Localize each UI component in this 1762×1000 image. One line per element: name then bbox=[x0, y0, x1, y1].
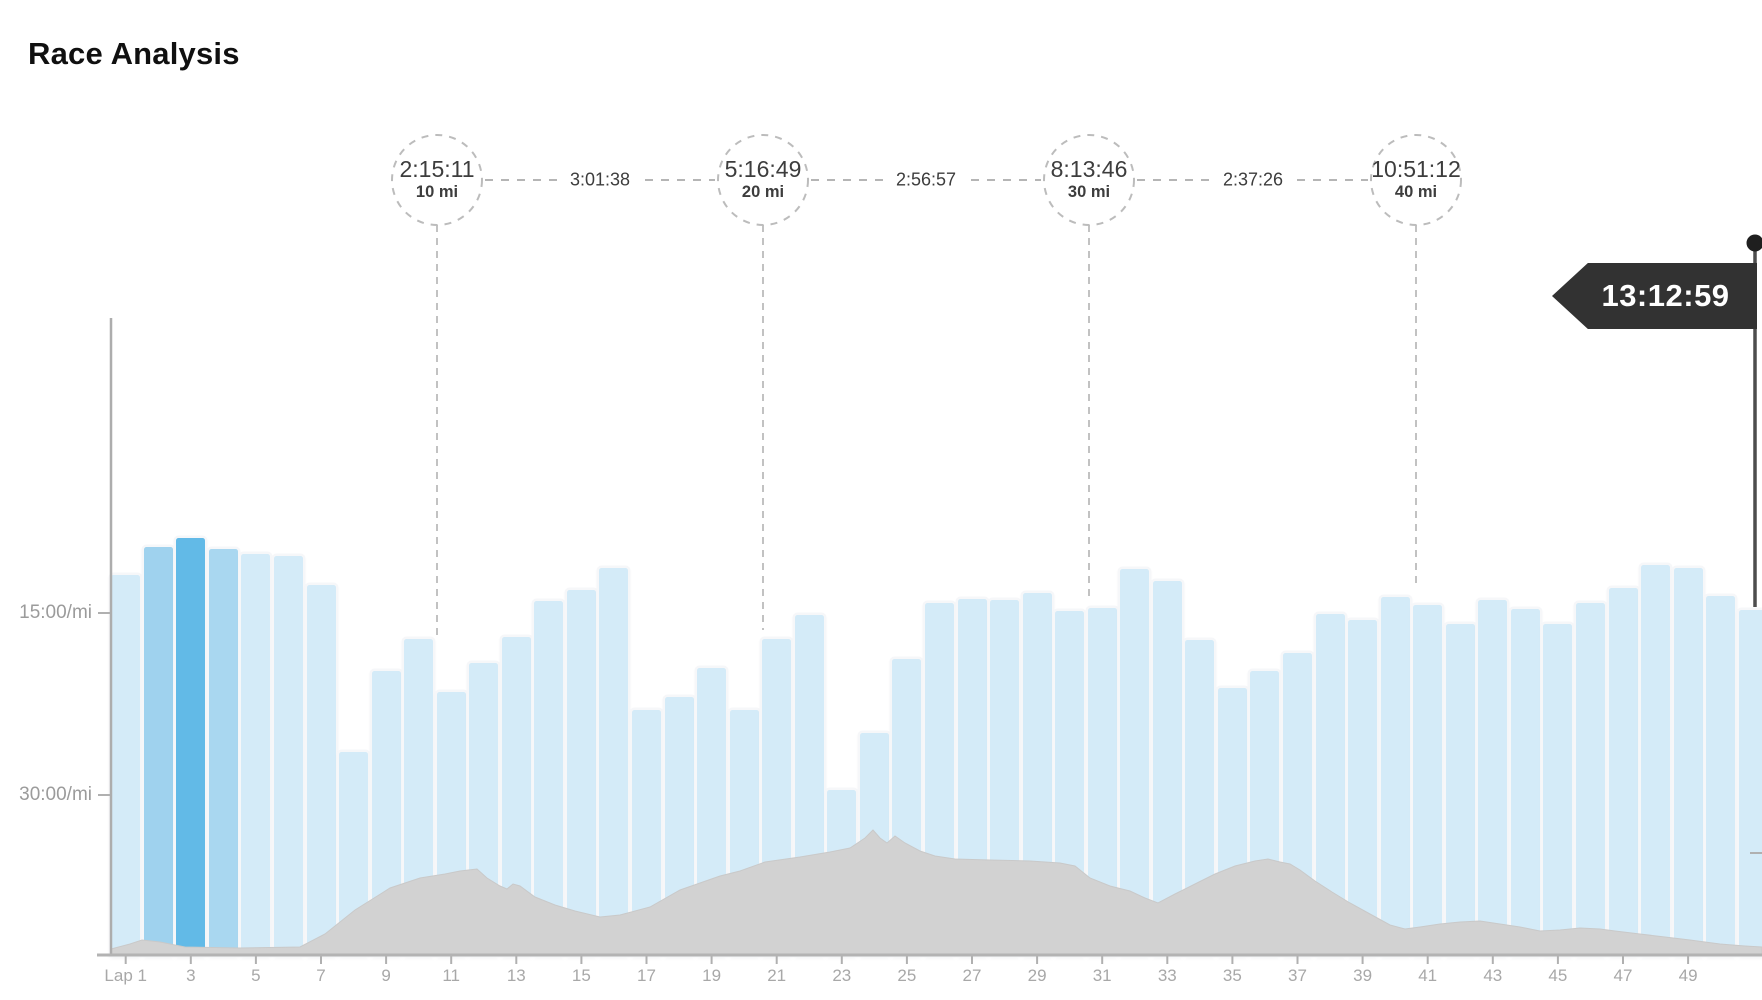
lap-bar[interactable] bbox=[339, 752, 369, 955]
lap-bar[interactable] bbox=[1022, 593, 1052, 955]
lap-bar[interactable] bbox=[664, 697, 694, 955]
finish-time: 13:12:59 bbox=[1601, 278, 1730, 313]
lap-bar[interactable] bbox=[111, 575, 141, 955]
lap-bar[interactable] bbox=[794, 615, 824, 955]
lap-bar[interactable] bbox=[729, 710, 759, 955]
lap-bar[interactable] bbox=[1152, 581, 1182, 955]
lap-bar[interactable] bbox=[1478, 600, 1508, 955]
lap-bar[interactable] bbox=[1543, 624, 1573, 955]
lap-bar[interactable] bbox=[371, 671, 401, 955]
finish-flag[interactable]: 13:12:59 bbox=[1552, 263, 1757, 329]
lap-bar[interactable] bbox=[1087, 608, 1117, 955]
lap-bar[interactable] bbox=[534, 601, 564, 955]
lap-bar[interactable] bbox=[208, 549, 238, 955]
lap-bar[interactable] bbox=[1217, 688, 1247, 955]
lap-bar[interactable] bbox=[1348, 620, 1378, 955]
milestone-marker[interactable]: 10:51:12 40 mi bbox=[1361, 156, 1471, 202]
milestone-marker[interactable]: 2:15:11 10 mi bbox=[382, 156, 492, 202]
lap-bar[interactable] bbox=[1673, 568, 1703, 955]
lap-bar[interactable] bbox=[1380, 597, 1410, 955]
lap-bar[interactable] bbox=[924, 603, 954, 955]
lap-bar[interactable] bbox=[632, 710, 661, 955]
lap-bar[interactable] bbox=[273, 556, 303, 955]
lap-bar[interactable] bbox=[762, 639, 792, 955]
lap-bar[interactable] bbox=[827, 790, 857, 955]
lap-bar[interactable] bbox=[1575, 603, 1605, 955]
lap-bar[interactable] bbox=[1706, 596, 1736, 955]
lap-bar[interactable] bbox=[990, 600, 1020, 955]
lap-bar[interactable] bbox=[1445, 624, 1475, 955]
lap-bar[interactable] bbox=[1738, 610, 1762, 955]
lap-bar[interactable] bbox=[1283, 653, 1312, 955]
lap-bar[interactable] bbox=[1413, 605, 1443, 955]
lap-bar[interactable] bbox=[436, 692, 466, 955]
lap-bar[interactable] bbox=[306, 585, 336, 955]
milestone-distance: 40 mi bbox=[1394, 183, 1438, 201]
lap-bar[interactable] bbox=[1185, 640, 1215, 955]
lap-bar[interactable] bbox=[599, 568, 629, 955]
lap-bar[interactable] bbox=[1250, 671, 1280, 955]
lap-bar[interactable] bbox=[143, 547, 173, 955]
page-title: Race Analysis bbox=[28, 36, 240, 71]
milestone-distance: 30 mi bbox=[1067, 183, 1111, 201]
lap-bar[interactable] bbox=[1120, 569, 1150, 955]
milestone-marker[interactable]: 8:13:46 30 mi bbox=[1034, 156, 1144, 202]
lap-bar[interactable] bbox=[1641, 565, 1671, 955]
lap-bar[interactable] bbox=[469, 663, 499, 955]
lap-bar[interactable] bbox=[859, 733, 889, 955]
milestone-marker[interactable]: 5:16:49 20 mi bbox=[708, 156, 818, 202]
milestone-time: 10:51:12 bbox=[1371, 156, 1461, 182]
lap-bar[interactable] bbox=[1510, 609, 1540, 955]
lap-bar[interactable] bbox=[176, 538, 206, 955]
lap-bar[interactable] bbox=[957, 599, 987, 955]
lap-bar[interactable] bbox=[241, 554, 271, 955]
milestone-time: 2:15:11 bbox=[399, 156, 475, 182]
milestone-distance: 10 mi bbox=[415, 183, 459, 201]
lap-bar[interactable] bbox=[697, 668, 727, 955]
lap-bar[interactable] bbox=[501, 637, 531, 955]
milestone-time: 8:13:46 bbox=[1050, 156, 1128, 182]
lap-bar[interactable] bbox=[404, 639, 434, 955]
lap-bar[interactable] bbox=[1055, 611, 1085, 955]
lap-bar[interactable] bbox=[892, 659, 922, 955]
lap-bar[interactable] bbox=[566, 590, 596, 955]
milestone-distance: 20 mi bbox=[741, 183, 785, 201]
lap-bar[interactable] bbox=[1315, 614, 1345, 955]
lap-bar[interactable] bbox=[1608, 588, 1638, 955]
milestone-time: 5:16:49 bbox=[724, 156, 802, 182]
